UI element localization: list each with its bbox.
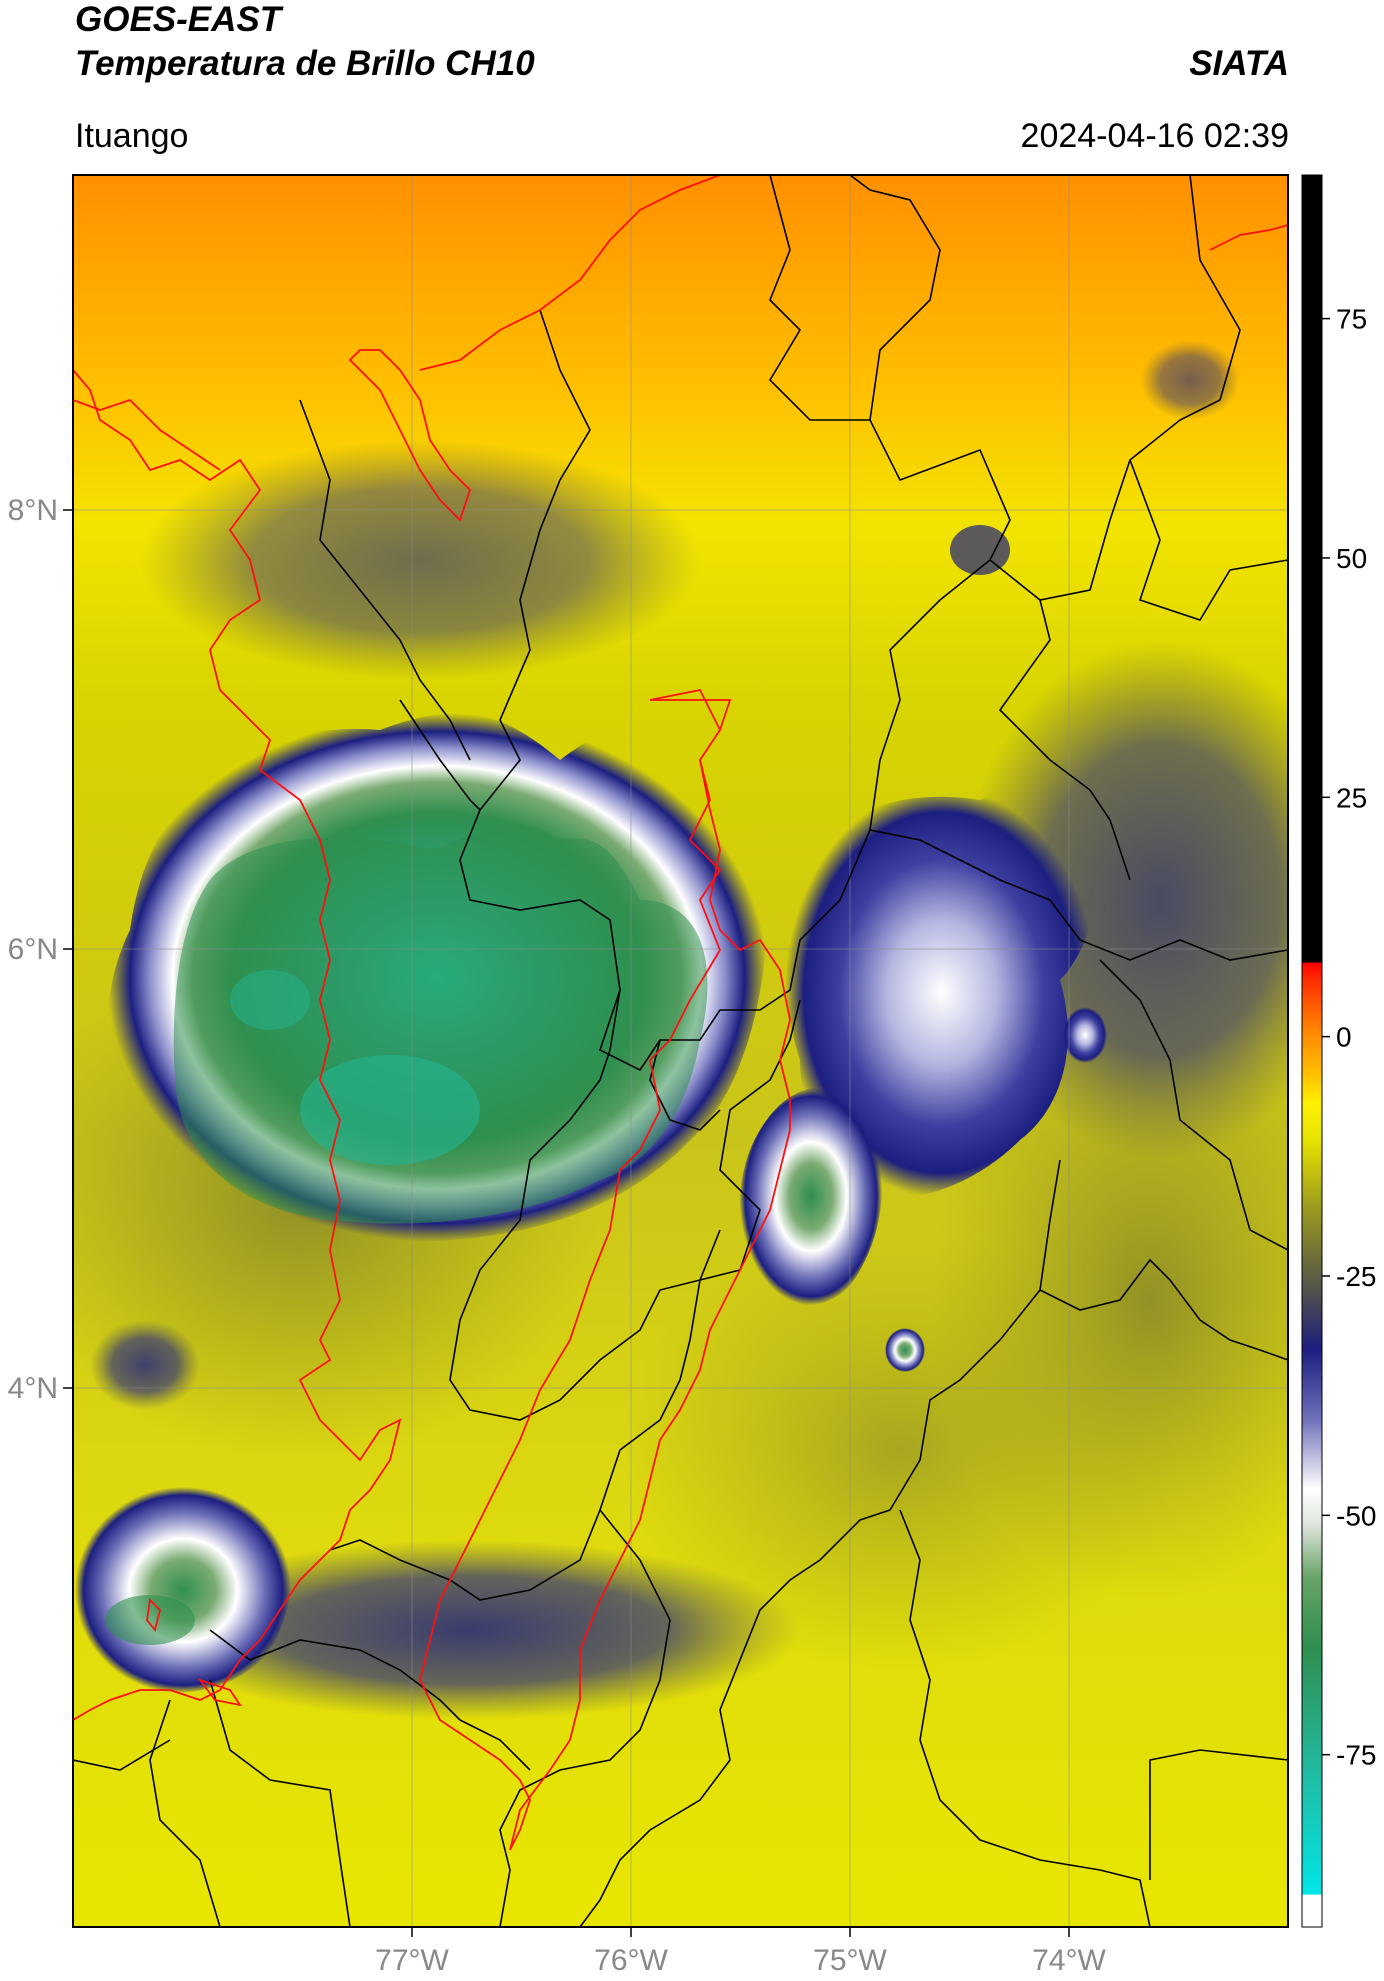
colorbar-tick-label: -75: [1336, 1740, 1376, 1771]
region-label: Ituango: [75, 117, 189, 155]
colorbar-ticks: 75 50 25 0 -25 -50 -75: [1322, 304, 1376, 1771]
colorbar-tick-label: -50: [1336, 1500, 1376, 1531]
colorbar-tick-label: 75: [1336, 304, 1367, 335]
colorbar-tick-label: 0: [1336, 1022, 1352, 1053]
product-title: Temperatura de Brillo CH10: [75, 44, 535, 83]
colorbar-tick-label: 25: [1336, 782, 1367, 813]
longitude-ticks: 77°W 76°W 75°W 74°W: [375, 1927, 1107, 1977]
lat-tick-label: 6°N: [8, 933, 58, 966]
country-borders: [73, 175, 1288, 1851]
department-borders: [73, 175, 1288, 1927]
graticule: [73, 175, 1288, 1927]
colorbar: [1302, 175, 1322, 1927]
satellite-title: GOES-EAST: [75, 0, 282, 39]
lon-tick-label: 76°W: [594, 1944, 668, 1977]
lon-tick-label: 75°W: [813, 1944, 887, 1977]
datetime-label: 2024-04-16 02:39: [1020, 117, 1289, 155]
lat-tick-label: 8°N: [8, 494, 58, 527]
map-frame: [72, 174, 1289, 1928]
lat-tick-label: 4°N: [8, 1372, 58, 1405]
brand-label: SIATA: [1189, 44, 1289, 83]
colorbar-tick-label: -25: [1336, 1261, 1376, 1292]
latitude-ticks: 8°N 6°N 4°N: [8, 494, 73, 1405]
map-field: [73, 175, 1288, 1927]
lon-tick-label: 74°W: [1032, 1944, 1106, 1977]
colorbar-frame: [1301, 174, 1323, 1928]
lon-tick-label: 77°W: [375, 1944, 449, 1977]
colorbar-tick-label: 50: [1336, 543, 1367, 574]
